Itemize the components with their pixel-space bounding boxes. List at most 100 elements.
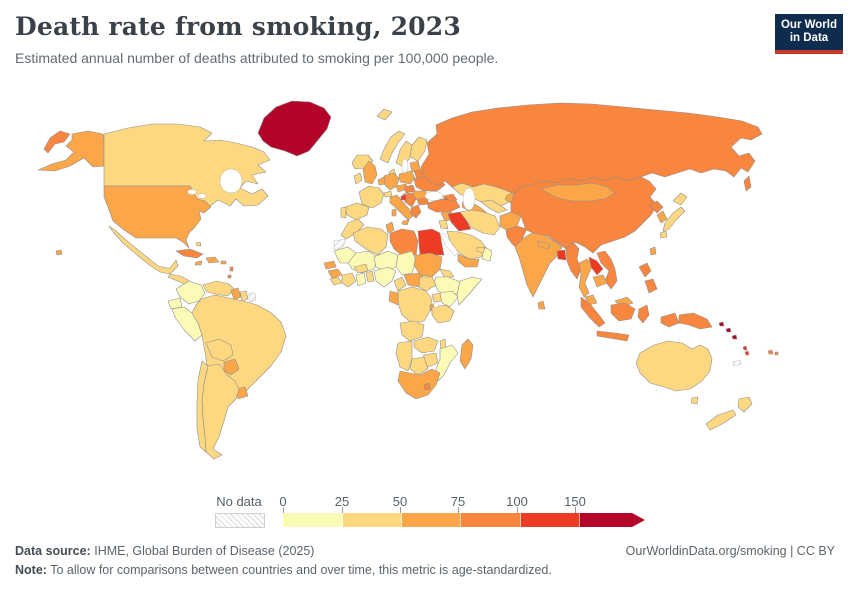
country-oman[interactable] bbox=[481, 246, 493, 262]
country-namibia[interactable] bbox=[395, 340, 413, 372]
country-north-korea[interactable] bbox=[648, 200, 664, 214]
country-algeria[interactable] bbox=[352, 226, 389, 256]
country-somalia[interactable] bbox=[456, 276, 483, 306]
country-alaska[interactable] bbox=[37, 130, 105, 172]
country-indonesia-sumatra[interactable] bbox=[580, 296, 606, 328]
country-guinea[interactable] bbox=[327, 268, 343, 279]
country-taiwan[interactable] bbox=[649, 246, 657, 256]
country-zambia[interactable] bbox=[413, 336, 439, 354]
country-suriname[interactable] bbox=[239, 290, 249, 302]
country-western-sahara[interactable] bbox=[333, 238, 347, 250]
country-indonesia-borneo[interactable] bbox=[610, 302, 636, 322]
country-mongolia[interactable] bbox=[540, 182, 616, 202]
country-hawaii[interactable] bbox=[55, 249, 63, 256]
country-uzbekistan[interactable] bbox=[480, 199, 508, 214]
country-israel-jordan[interactable] bbox=[438, 219, 449, 230]
country-bolivia[interactable] bbox=[205, 338, 234, 362]
country-dr-congo[interactable] bbox=[397, 286, 433, 324]
country-french-guiana[interactable] bbox=[248, 292, 257, 303]
country-indonesia-papua[interactable] bbox=[660, 312, 680, 328]
legend-swatch-100-150[interactable] bbox=[521, 513, 580, 527]
country-yemen[interactable] bbox=[457, 253, 480, 268]
country-fiji[interactable] bbox=[767, 349, 779, 356]
country-indonesia-java[interactable] bbox=[596, 330, 630, 342]
country-kenya[interactable] bbox=[439, 290, 459, 308]
country-china[interactable] bbox=[510, 176, 658, 254]
country-new-caledonia[interactable] bbox=[732, 359, 742, 367]
country-russia-chukotka[interactable] bbox=[43, 130, 71, 154]
country-norway[interactable] bbox=[379, 130, 406, 164]
country-nigeria[interactable] bbox=[373, 266, 397, 288]
country-ivory-coast[interactable] bbox=[341, 272, 357, 288]
legend-swatch-25-50[interactable] bbox=[343, 513, 402, 527]
country-poland[interactable] bbox=[398, 170, 416, 185]
country-south-korea[interactable] bbox=[656, 210, 668, 224]
country-libya[interactable] bbox=[389, 228, 419, 258]
country-hispaniola[interactable] bbox=[205, 256, 220, 264]
country-burkina-faso[interactable] bbox=[353, 263, 369, 274]
country-uae[interactable] bbox=[476, 246, 486, 254]
country-puerto-rico[interactable] bbox=[220, 260, 227, 265]
country-venezuela[interactable] bbox=[202, 280, 236, 297]
country-congo-gabon[interactable] bbox=[388, 290, 399, 306]
country-laos[interactable] bbox=[588, 256, 604, 276]
country-portugal[interactable] bbox=[340, 206, 347, 219]
country-tanzania[interactable] bbox=[431, 304, 455, 324]
country-benelux[interactable] bbox=[377, 176, 386, 186]
country-mexico[interactable] bbox=[108, 225, 179, 275]
country-ghana[interactable] bbox=[355, 272, 367, 287]
country-chad[interactable] bbox=[395, 250, 417, 276]
country-cambodia[interactable] bbox=[592, 274, 608, 288]
country-iran[interactable] bbox=[459, 209, 501, 236]
country-bangladesh[interactable] bbox=[556, 249, 567, 261]
country-south-sudan[interactable] bbox=[418, 276, 437, 292]
data-source-link[interactable]: IHME, Global Burden of Disease (2025) bbox=[94, 544, 315, 558]
country-ireland[interactable] bbox=[353, 172, 363, 185]
owid-url-link[interactable]: OurWorldinData.org/smoking | CC BY bbox=[625, 544, 835, 558]
country-togo-benin[interactable] bbox=[365, 270, 375, 283]
country-united-kingdom[interactable] bbox=[362, 160, 378, 185]
country-jamaica[interactable] bbox=[194, 260, 203, 266]
country-india[interactable] bbox=[514, 232, 563, 298]
country-tunisia[interactable] bbox=[385, 221, 395, 234]
country-colombia[interactable] bbox=[175, 280, 206, 305]
country-united-states[interactable] bbox=[103, 185, 212, 249]
country-angola[interactable] bbox=[399, 320, 425, 342]
country-solomon-islands[interactable] bbox=[718, 321, 738, 340]
country-vietnam[interactable] bbox=[596, 250, 618, 290]
country-philippines[interactable] bbox=[638, 262, 658, 294]
country-spain[interactable] bbox=[344, 202, 370, 221]
country-mozambique[interactable] bbox=[435, 344, 459, 382]
country-myanmar[interactable] bbox=[565, 241, 582, 280]
country-botswana[interactable] bbox=[409, 356, 429, 376]
country-sri-lanka[interactable] bbox=[537, 300, 546, 310]
country-lesser-antilles[interactable] bbox=[227, 266, 234, 279]
legend-swatch-75-100[interactable] bbox=[461, 513, 521, 527]
country-south-africa[interactable] bbox=[397, 368, 441, 400]
legend-swatch-150-plus[interactable] bbox=[580, 513, 645, 527]
country-senegal[interactable] bbox=[323, 260, 337, 270]
world-choropleth-map[interactable] bbox=[0, 85, 850, 490]
country-russia-sakhalin[interactable] bbox=[743, 175, 752, 192]
country-bahamas[interactable] bbox=[195, 241, 202, 247]
country-finland[interactable] bbox=[409, 136, 428, 162]
country-papua-new-guinea[interactable] bbox=[678, 312, 713, 330]
country-madagascar[interactable] bbox=[459, 338, 474, 370]
country-greenland[interactable] bbox=[257, 100, 332, 157]
country-indonesia-sulawesi[interactable] bbox=[637, 304, 650, 324]
country-lesotho[interactable] bbox=[423, 382, 431, 391]
country-japan[interactable] bbox=[659, 192, 688, 239]
country-paraguay[interactable] bbox=[223, 358, 240, 376]
country-bosnia-montenegro[interactable] bbox=[400, 194, 407, 201]
country-australia[interactable] bbox=[635, 340, 713, 405]
country-greece[interactable] bbox=[410, 204, 422, 219]
country-turkey[interactable] bbox=[427, 198, 461, 213]
country-eritrea-djibouti[interactable] bbox=[439, 268, 455, 278]
country-switzerland[interactable] bbox=[383, 190, 393, 198]
country-sudan[interactable] bbox=[413, 252, 443, 278]
country-egypt[interactable] bbox=[417, 228, 445, 256]
country-cameroon[interactable] bbox=[393, 276, 407, 292]
country-nepal[interactable] bbox=[537, 240, 551, 250]
country-vanuatu[interactable] bbox=[742, 345, 750, 356]
country-chile[interactable] bbox=[196, 360, 209, 453]
